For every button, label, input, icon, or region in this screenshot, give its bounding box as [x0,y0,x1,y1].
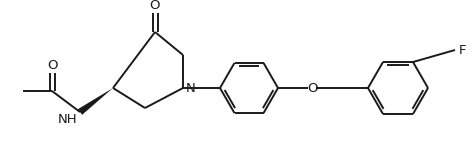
Text: NH: NH [58,113,77,126]
Text: O: O [150,0,160,12]
Text: O: O [307,82,317,95]
Text: N: N [186,82,196,95]
Polygon shape [78,88,113,115]
Text: O: O [47,59,57,72]
Text: F: F [459,43,466,56]
